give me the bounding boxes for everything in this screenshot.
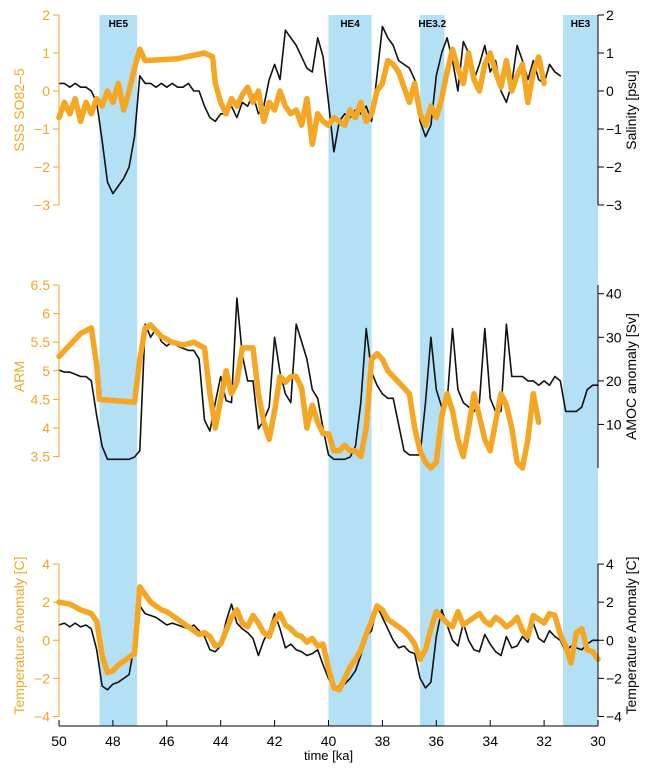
left-tick-label: 4.5 (31, 391, 51, 407)
left-tick-label: 5 (42, 363, 50, 379)
heinrich-bands (99, 15, 598, 726)
right-axis-title: Temperature Anomaly [C] (623, 557, 639, 715)
series-line-left-orange-panel-middle (56, 322, 542, 471)
left-tick-label: −2 (34, 159, 50, 175)
right-tick-label: 20 (606, 373, 622, 389)
right-tick-label: −2 (606, 670, 622, 686)
left-tick-label: −2 (34, 670, 50, 686)
left-tick-label: −1 (34, 121, 50, 137)
x-tick-label: 44 (213, 733, 229, 749)
x-tick-label: 32 (536, 733, 552, 749)
right-tick-label: 1 (606, 45, 614, 61)
right-tick-label: 30 (606, 329, 622, 345)
left-tick-label: 2 (42, 7, 50, 23)
axes (53, 14, 604, 727)
left-tick-label: −4 (34, 708, 50, 724)
right-tick-label: −1 (606, 121, 622, 137)
left-tick-label: 6.5 (31, 277, 51, 293)
right-tick-label: 2 (606, 7, 614, 23)
heinrich-label: HE5 (109, 19, 129, 30)
left-axis-title: ARM (11, 361, 27, 392)
x-axis-title: time [ka] (304, 748, 353, 763)
x-tick-label: 46 (159, 733, 175, 749)
left-tick-label: 2 (42, 594, 50, 610)
left-tick-label: 3.5 (31, 449, 51, 465)
left-tick-label: 4 (42, 556, 50, 572)
right-tick-label: 2 (606, 594, 614, 610)
left-tick-label: 0 (42, 83, 50, 99)
heinrich-label: HE4 (340, 19, 360, 30)
right-axis-title: AMOC anomaly [Sv] (623, 313, 639, 440)
right-tick-label: 40 (606, 286, 622, 302)
x-tick-label: 30 (590, 733, 606, 749)
left-axis-title: Temperature Anomaly [C] (11, 557, 27, 715)
right-axis-title: Salinity [psu] (623, 70, 639, 149)
right-tick-label: 0 (606, 83, 614, 99)
x-tick-label: 38 (375, 733, 391, 749)
series-line-right-black-panel-middle (58, 297, 599, 461)
heinrich-label: HE3.2 (418, 19, 446, 30)
left-tick-label: −3 (34, 197, 50, 213)
left-tick-label: 4 (42, 420, 50, 436)
series-line-right-black-panel-top (58, 25, 562, 195)
left-tick-label: 6 (42, 306, 50, 322)
series-line-left-orange-panel-top (56, 46, 547, 147)
right-tick-label: −3 (606, 197, 622, 213)
left-tick-label: 5.5 (31, 334, 51, 350)
data-lines (56, 25, 601, 693)
x-tick-label: 40 (321, 733, 337, 749)
heinrich-label: HE3 (571, 19, 591, 30)
series-line-left-orange-panel-bottom (56, 584, 601, 693)
left-tick-label: 0 (42, 632, 50, 648)
x-tick-label: 34 (482, 733, 498, 749)
x-tick-label: 48 (105, 733, 121, 749)
heinrich-band-he4 (328, 15, 372, 726)
left-axis-title: SSS SO82–5 (11, 68, 27, 151)
labels: HE5 HE4 HE3.2 HE3 −3 −2 −1 0 1 2 −3 −2 −1 0 1 2 SSS SO82… (11, 7, 639, 763)
x-tick-label: 42 (267, 733, 283, 749)
right-tick-label: −4 (606, 708, 622, 724)
right-tick-label: −2 (606, 159, 622, 175)
right-tick-label: 4 (606, 556, 614, 572)
heinrich-band-he3 (562, 15, 598, 726)
heinrich-band-he5 (99, 15, 138, 726)
left-tick-label: 1 (42, 45, 50, 61)
right-tick-label: 10 (606, 416, 622, 432)
right-tick-label: 0 (606, 632, 614, 648)
x-tick-label: 36 (429, 733, 445, 749)
x-tick-label: 50 (51, 733, 67, 749)
